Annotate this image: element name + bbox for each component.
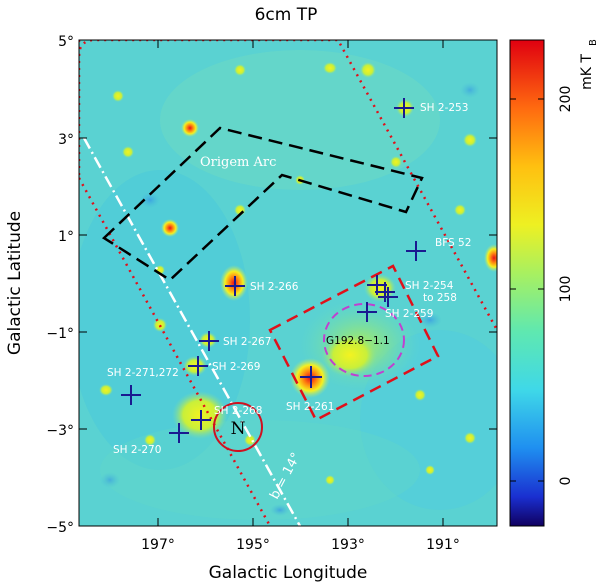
label-sh2-254: SH 2-254	[405, 280, 454, 292]
x-tick-191: 191°	[426, 537, 460, 553]
label-sh2-253: SH 2-253	[420, 102, 468, 114]
figure-title: 6cm TP	[255, 5, 318, 25]
plane-line	[82, 137, 302, 526]
origem-arc-outline	[101, 126, 424, 282]
colorbar-label: mK T B	[579, 39, 599, 90]
label-sh2-267: SH 2-267	[223, 336, 271, 348]
map-frame	[78, 39, 498, 527]
y-tick-1: 1°	[58, 229, 74, 245]
colorbar-ticks	[510, 98, 544, 482]
colorbar-tick-100: 100	[558, 276, 574, 303]
map-ticks	[79, 40, 497, 526]
origem-arc-label: Origem Arc	[200, 155, 276, 170]
label-g192: G192.8−1.1	[326, 335, 390, 347]
label-sh2-266: SH 2-266	[250, 281, 299, 293]
sky-map: N Origem Arc b = 14° SH 2-253 BFS 52 SH …	[79, 40, 497, 526]
y-tick-3: 3°	[58, 132, 74, 148]
label-sh2-270: SH 2-270	[113, 444, 161, 456]
label-sh2-254-to: to 258	[423, 292, 457, 304]
label-sh2-269: SH 2-269	[212, 361, 260, 373]
label-bfs-52: BFS 52	[435, 237, 471, 249]
x-tick-193: 193°	[331, 537, 365, 553]
y-tick-5: 5°	[58, 34, 74, 50]
y-tick-m5: −5°	[46, 520, 74, 536]
label-sh2-271-272: SH 2-271,272	[107, 367, 179, 379]
y-axis-label: Galactic Latitude	[5, 211, 25, 355]
x-tick-197: 197°	[141, 537, 175, 553]
y-tick-m3: −3°	[46, 423, 74, 439]
label-sh2-259: SH 2-259	[385, 308, 433, 320]
colorbar-tick-200: 200	[558, 86, 574, 113]
g192-circle	[323, 303, 405, 377]
colorbar	[509, 39, 545, 527]
colorbar-label-sub: B	[588, 39, 599, 46]
g192-region-box	[268, 264, 440, 422]
north-circle	[213, 402, 263, 452]
label-sh2-268: SH 2-268	[214, 405, 262, 417]
label-sh2-261: SH 2-261	[286, 401, 334, 413]
colorbar-tick-0: 0	[558, 477, 574, 486]
y-tick-m1: −1°	[46, 326, 74, 342]
colorbar-label-main: mK T	[579, 54, 595, 90]
north-marker: N	[231, 419, 246, 439]
source-crosses	[121, 98, 426, 443]
x-axis-label: Galactic Longitude	[209, 563, 368, 583]
x-tick-195: 195°	[236, 537, 270, 553]
